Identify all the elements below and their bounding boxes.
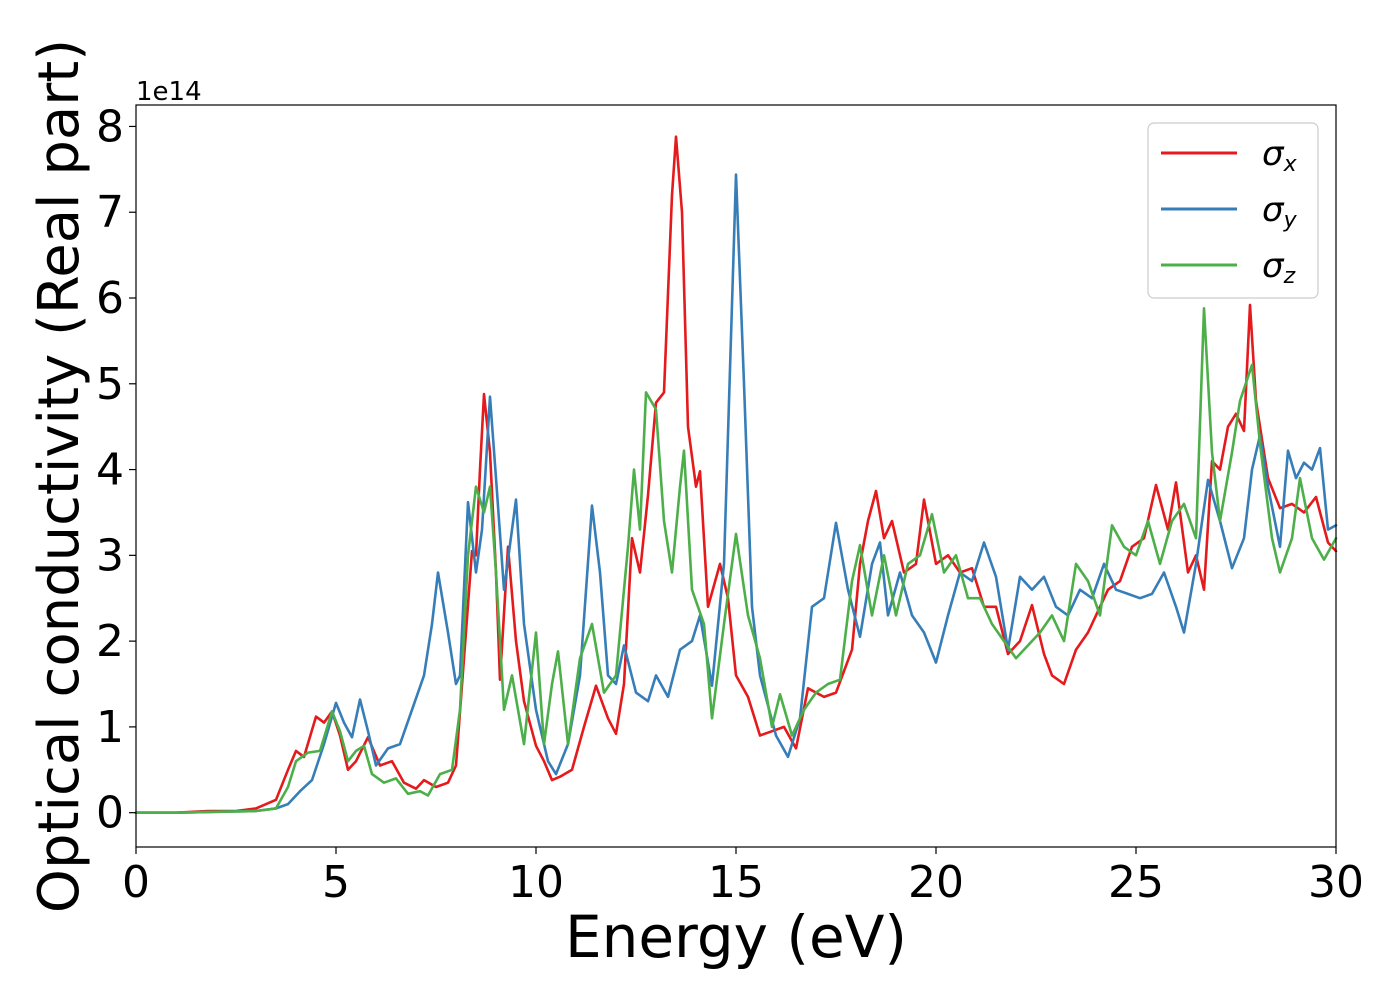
x-tick-label: 20 [908, 857, 964, 908]
series-layer [134, 135, 1338, 814]
series-line-z [134, 307, 1338, 814]
x-axis-ticks: 0 5 10 15 20 25 30 [122, 847, 1364, 908]
y-tick-label: 3 [96, 530, 124, 581]
y-axis-title: Optical conductivity (Real part) [27, 39, 92, 913]
legend-label-z: σz [1262, 246, 1296, 289]
y-tick-label: 8 [96, 101, 124, 152]
legend-label-y: σy [1262, 190, 1298, 233]
y-tick-label: 5 [96, 359, 124, 410]
series-line-x [134, 135, 1338, 814]
y-axis-ticks: 0 1 2 3 4 5 6 7 8 [96, 101, 136, 839]
x-tick-label: 30 [1308, 857, 1364, 908]
x-tick-label: 5 [322, 857, 350, 908]
x-tick-label: 0 [122, 857, 150, 908]
y-tick-label: 1 [96, 702, 124, 753]
y-offset-text: 1e14 [136, 77, 202, 107]
y-tick-label: 7 [96, 187, 124, 238]
x-axis-title: Energy (eV) [565, 903, 907, 971]
x-tick-label: 25 [1108, 857, 1164, 908]
x-tick-label: 10 [508, 857, 564, 908]
legend-label-x: σx [1262, 134, 1298, 177]
legend: σx σy σz [1147, 122, 1319, 299]
series-line-y [134, 173, 1338, 814]
y-tick-label: 4 [96, 445, 124, 496]
x-tick-label: 15 [708, 857, 764, 908]
y-tick-label: 2 [96, 616, 124, 667]
y-tick-label: 6 [96, 273, 124, 324]
y-tick-label: 0 [96, 788, 124, 839]
